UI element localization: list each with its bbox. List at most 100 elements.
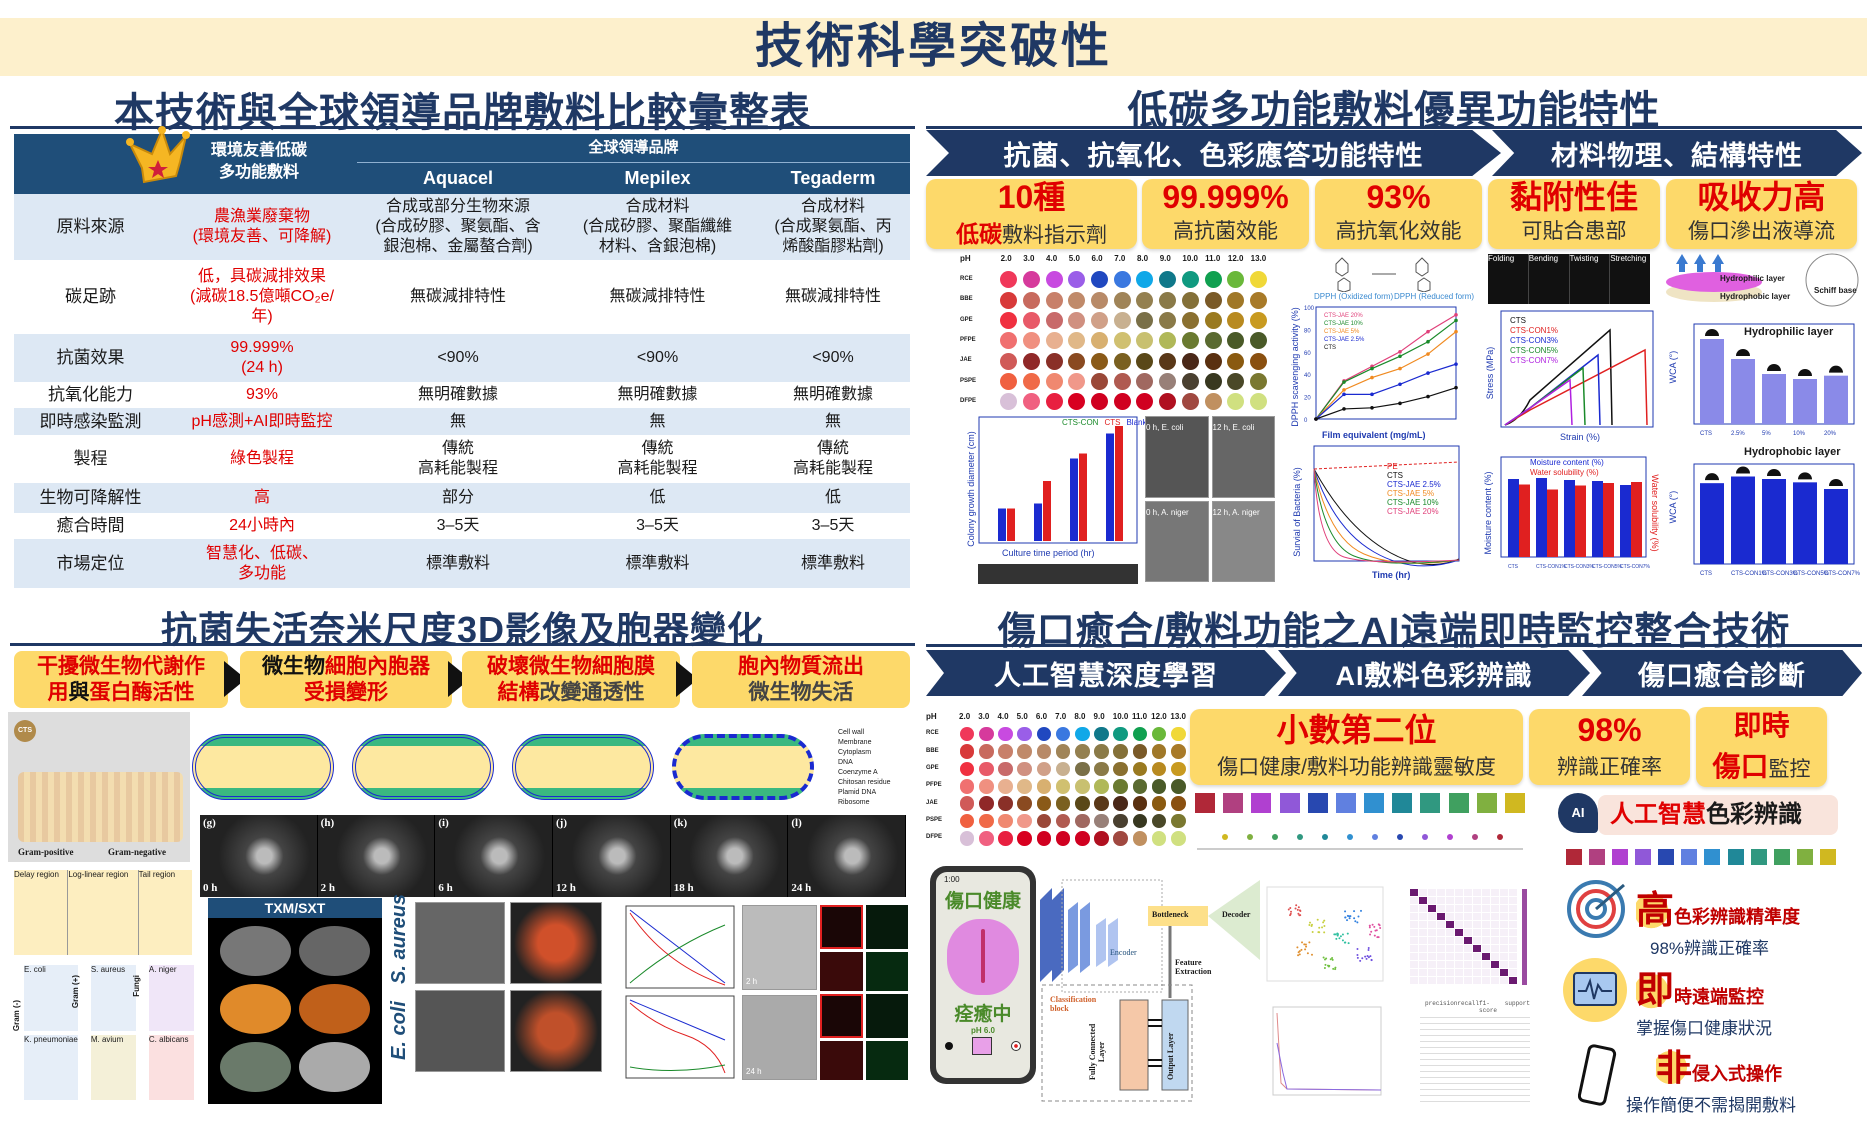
series-line xyxy=(1315,331,1457,420)
ph-value: 8.0 xyxy=(1136,254,1149,263)
matrix-cell xyxy=(1410,913,1418,920)
sem-image: 12 h, E. coli xyxy=(1211,416,1275,498)
scatter-point xyxy=(1367,946,1370,949)
matrix-cell xyxy=(1410,905,1418,912)
color-swatch xyxy=(1681,849,1698,865)
scatter-point xyxy=(1300,948,1303,951)
capture-button[interactable] xyxy=(1010,1041,1021,1051)
matrix-cell xyxy=(1455,905,1463,912)
step-text: 細胞內胞器 xyxy=(325,655,430,678)
matrix-cell xyxy=(1491,905,1499,912)
scatter-point xyxy=(1338,937,1341,940)
map-image xyxy=(865,905,908,949)
scatter-point xyxy=(1298,914,1301,917)
matrix-cell xyxy=(1455,921,1463,928)
color-swatch xyxy=(1704,849,1721,865)
color-swatch xyxy=(978,831,994,846)
color-swatch xyxy=(1159,352,1177,370)
hue-point xyxy=(1297,834,1303,840)
matrix-cell xyxy=(1437,929,1445,936)
scatter-point xyxy=(1323,931,1326,934)
color-swatch xyxy=(1589,849,1606,865)
droplet-icon xyxy=(1829,479,1843,486)
matrix-cell xyxy=(1446,977,1454,984)
matrix-cell xyxy=(1473,929,1481,936)
step-text: 微生物失活 xyxy=(748,681,854,704)
color-swatch xyxy=(978,761,994,777)
bar xyxy=(1700,483,1724,564)
legend-item: CTS-JAE 20% xyxy=(1387,507,1439,516)
row-label: 碳足跡 xyxy=(65,287,116,306)
preview-thumbnail[interactable] xyxy=(971,1037,992,1055)
legend-item: CTS-JAE 5% xyxy=(1324,329,1360,335)
matrix-cell xyxy=(1437,889,1445,896)
indicator-label: DFPE xyxy=(926,834,943,841)
matrix-cell xyxy=(1419,937,1427,944)
scatter-point xyxy=(1331,958,1334,961)
step-text: 胞內物質流出 xyxy=(738,655,864,678)
data-point xyxy=(1398,382,1402,387)
scatter-point xyxy=(1367,948,1370,951)
legend-item: CTS-CON1% xyxy=(1510,326,1559,335)
category-label: CTS-CON7% xyxy=(1824,571,1861,577)
scatter-point xyxy=(1318,926,1321,929)
gallery-button[interactable] xyxy=(945,1042,954,1050)
color-swatch xyxy=(959,778,975,794)
matrix-cell xyxy=(1410,921,1418,928)
color-swatch xyxy=(1113,291,1131,309)
txm-3d-render xyxy=(299,1042,370,1092)
scatter-point xyxy=(1346,914,1349,917)
classification-block-label: Classification block xyxy=(1050,995,1097,1013)
color-swatch xyxy=(1227,393,1245,411)
feature-indicators: 10種 低碳敷料指示劑 xyxy=(926,179,1137,249)
matrix-cell xyxy=(1410,961,1418,968)
gram-negative-label: Gram-negative xyxy=(108,847,166,857)
matrix-cell xyxy=(1428,969,1436,976)
mechanism-step: 胞內物質流出 微生物失活 xyxy=(692,651,910,708)
crown-icon xyxy=(126,126,190,184)
indicator-label: DFPE xyxy=(960,397,977,404)
recognized-color-swatches xyxy=(1566,849,1836,865)
scatter-point xyxy=(1294,907,1297,910)
survival-line-chart xyxy=(1313,445,1460,567)
color-swatch xyxy=(1055,744,1071,759)
color-swatch xyxy=(1204,312,1222,330)
color-swatch xyxy=(998,831,1013,846)
scatter-point xyxy=(1301,941,1304,944)
scatter-point xyxy=(1370,930,1373,933)
scatter-point xyxy=(1370,958,1373,961)
map-image xyxy=(865,951,908,991)
bar xyxy=(1731,476,1755,564)
smartphone-app[interactable]: 1:00 傷口健康 痊癒中 pH 6.0 xyxy=(930,866,1036,1084)
cell-damage-sequence xyxy=(192,722,832,812)
row-label: 抗菌效果 xyxy=(14,334,167,382)
tick-label: 80 xyxy=(1304,328,1311,334)
color-swatch xyxy=(1055,813,1071,829)
matrix-cell xyxy=(1473,889,1481,896)
scatter-point xyxy=(1369,933,1372,936)
droplet-icon xyxy=(1736,349,1750,356)
color-swatch xyxy=(1476,793,1497,813)
matrix-cell xyxy=(1491,977,1499,984)
legend-item: Membrane xyxy=(838,739,872,746)
table-row: 碳足跡 低，具碳減排效果 (減碳18.5億噸CO₂e/ 年) 無碳減排特性 無碳減排特… xyxy=(14,260,910,334)
color-swatch xyxy=(1055,778,1071,794)
bar xyxy=(1631,482,1642,557)
matrix-cell xyxy=(1428,953,1436,960)
color-swatch xyxy=(1090,291,1109,309)
y-axis-label: DPPH scavenging activity (%) xyxy=(1290,307,1300,427)
color-swatch xyxy=(1171,831,1186,846)
feature-label: 敷料指示劑 xyxy=(1002,224,1107,247)
matrix-cell xyxy=(1410,937,1418,944)
ph-label: pH xyxy=(926,712,937,721)
matrix-cell xyxy=(1464,921,1472,928)
mepilex-value: 無 xyxy=(559,408,756,435)
color-swatch xyxy=(1000,291,1018,309)
color-swatch xyxy=(998,813,1013,829)
color-swatch xyxy=(1159,312,1177,330)
scatter-point xyxy=(1347,942,1350,945)
aquacel-value: 標準敷料 xyxy=(357,539,559,588)
color-swatch xyxy=(1045,393,1063,411)
indicator-label: JAE xyxy=(960,357,972,364)
feature-value: 93% xyxy=(1366,179,1431,215)
